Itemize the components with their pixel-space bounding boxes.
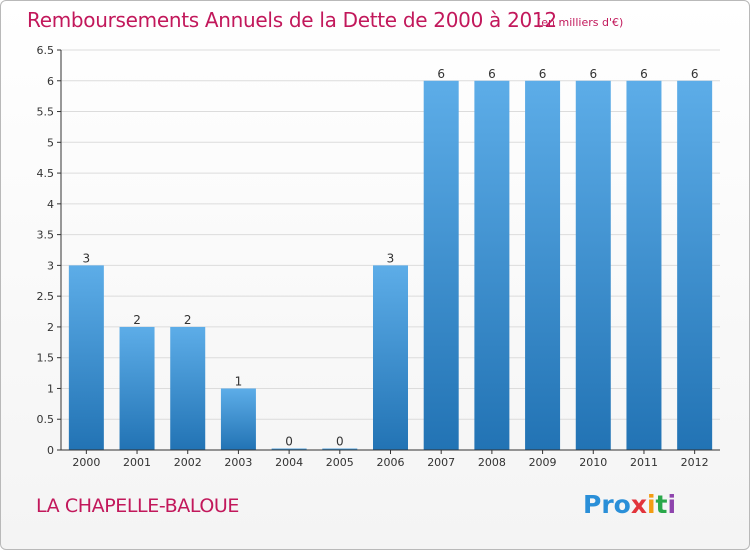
x-tick-label: 2010 — [579, 456, 607, 469]
data-label: 6 — [539, 67, 547, 81]
logo-part: t — [655, 490, 668, 519]
bar — [373, 265, 408, 450]
y-tick-label: 3.5 — [37, 229, 55, 242]
data-label: 3 — [387, 251, 395, 265]
data-label: 6 — [640, 67, 648, 81]
data-label: 0 — [285, 435, 293, 449]
bar — [170, 326, 206, 450]
commune-name: LA CHAPELLE-BALOUE — [36, 495, 240, 517]
y-tick-label: 2 — [47, 321, 54, 334]
labels: 3 2 2 1 0 0 3 6 6 6 6 6 6 — [83, 67, 699, 449]
chart-title: Remboursements Annuels de la Dette de 20… — [27, 8, 557, 32]
x-tick-label: 2006 — [377, 456, 405, 469]
bar — [525, 80, 561, 451]
data-label: 1 — [235, 374, 243, 388]
data-label: 6 — [437, 67, 445, 81]
x-tick-label: 2002 — [174, 456, 202, 469]
x-tick-label: 2011 — [630, 456, 658, 469]
logo-part: x — [630, 490, 647, 519]
bar — [322, 448, 358, 450]
y-tick-label: 6 — [47, 75, 54, 88]
proxiti-logo: Proxiti — [583, 490, 676, 519]
x-tick-label: 2005 — [326, 456, 354, 469]
y-tick-label: 3 — [47, 259, 54, 272]
x-tick-label: 2001 — [123, 456, 151, 469]
y-tick-label: 5 — [47, 136, 54, 149]
x-tick-label: 2000 — [72, 456, 100, 469]
logo-part: i — [646, 490, 656, 519]
y-tick-label: 6.5 — [37, 44, 55, 57]
x-tick-label: 2004 — [275, 456, 303, 469]
data-label: 3 — [83, 251, 91, 265]
bars — [68, 80, 713, 451]
x-tick-label: 2008 — [478, 456, 506, 469]
y-tick-label: 4 — [47, 198, 54, 211]
data-label: 2 — [184, 313, 192, 327]
data-label: 6 — [691, 67, 699, 81]
y-tick-label: 1 — [47, 382, 54, 395]
bar — [626, 80, 662, 451]
data-label: 6 — [589, 67, 597, 81]
y-tick-label: 0 — [47, 444, 54, 457]
bar — [423, 80, 459, 451]
bar — [271, 448, 307, 450]
data-label: 2 — [133, 313, 141, 327]
y-tick-label: 0.5 — [37, 413, 55, 426]
y-tick-label: 2.5 — [37, 290, 55, 303]
bar — [220, 388, 256, 450]
y-tick-label: 4.5 — [37, 167, 55, 180]
chart-subtitle: (en milliers d'€) — [537, 16, 624, 29]
data-label: 0 — [336, 435, 344, 449]
y-tick-label: 5.5 — [37, 106, 55, 119]
x-tick-label: 2003 — [224, 456, 252, 469]
bar — [677, 80, 713, 451]
bar — [119, 326, 155, 450]
x-tick-label: 2007 — [427, 456, 455, 469]
data-label: 6 — [488, 67, 496, 81]
x-tick-label: 2012 — [681, 456, 709, 469]
x-tick-label: 2009 — [529, 456, 557, 469]
bar — [474, 80, 510, 451]
logo-part: i — [667, 490, 677, 519]
bar — [68, 265, 104, 450]
y-tick-label: 1.5 — [37, 352, 55, 365]
bar — [575, 80, 611, 451]
logo-part: Pro — [583, 490, 631, 519]
